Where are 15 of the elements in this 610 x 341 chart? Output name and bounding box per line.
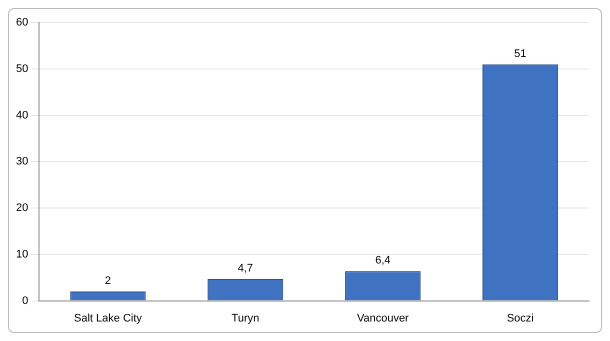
y-tick-label: 20 bbox=[16, 202, 28, 214]
y-tick-label: 30 bbox=[16, 156, 28, 168]
y-tick-label: 40 bbox=[16, 109, 28, 122]
y-tick-label: 60 bbox=[16, 16, 28, 29]
data-label: 2 bbox=[104, 275, 112, 288]
x-tick-label: Vancouver bbox=[356, 312, 410, 324]
y-tick-label: 50 bbox=[16, 63, 28, 75]
x-tick-label: Soczi bbox=[506, 312, 534, 324]
y-tick-label: 10 bbox=[16, 248, 28, 260]
data-label: 51 bbox=[514, 48, 526, 60]
data-label: 4,7 bbox=[238, 262, 254, 275]
x-tick-label: Salt Lake City bbox=[74, 312, 142, 324]
x-tick-label: Turyn bbox=[232, 312, 260, 324]
data-label: 6,4 bbox=[375, 254, 390, 267]
y-tick-label: 0 bbox=[22, 294, 28, 307]
